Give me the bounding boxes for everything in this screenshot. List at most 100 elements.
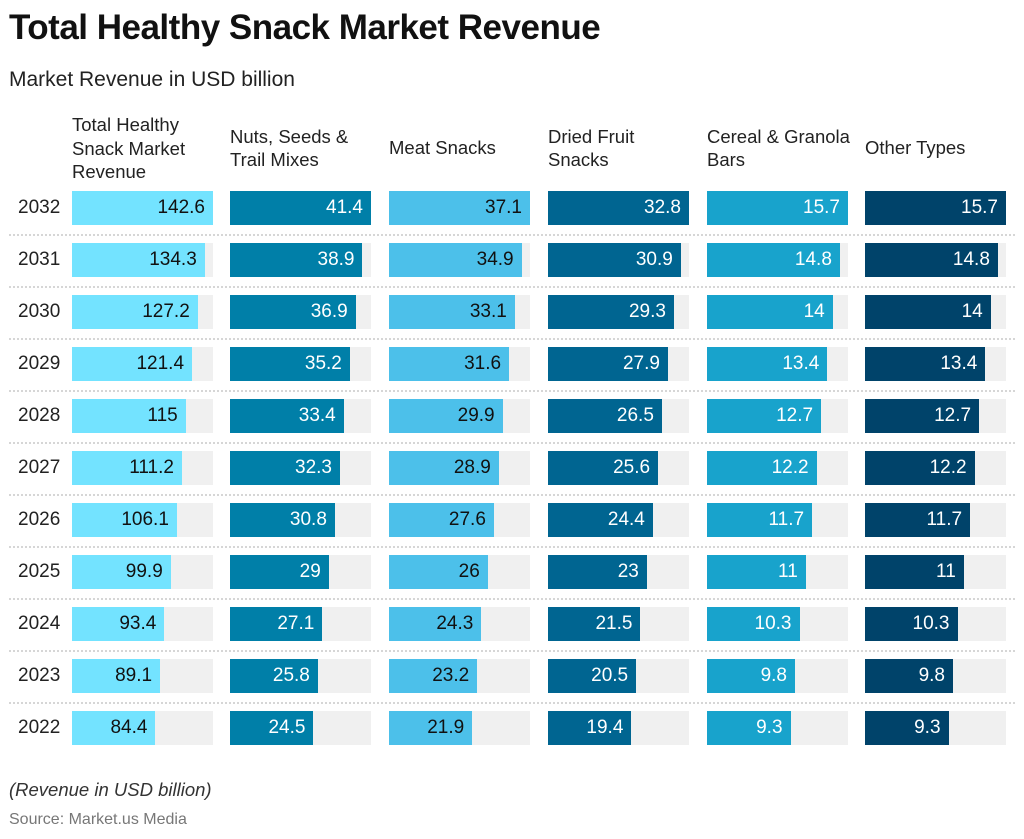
bar-value-label: 35.2 <box>304 353 342 374</box>
bar-value-label: 38.9 <box>317 249 355 270</box>
bar-track: 9.8 <box>865 659 1006 693</box>
bar-value-label: 27.9 <box>622 353 660 374</box>
bar: 24.3 <box>389 607 482 641</box>
bar: 24.5 <box>230 711 314 745</box>
bar-track: 24.3 <box>389 607 530 641</box>
bar-value-label: 36.9 <box>310 301 348 322</box>
year-label: 2031 <box>18 249 61 270</box>
bar-track: 14 <box>707 295 848 329</box>
bar-track: 21.9 <box>389 711 530 745</box>
year-label: 2025 <box>18 561 61 582</box>
bar: 12.7 <box>707 399 822 433</box>
bar: 26.5 <box>548 399 662 433</box>
bar: 93.4 <box>72 607 165 641</box>
bar: 11.7 <box>865 503 971 537</box>
bar-track: 30.8 <box>230 503 371 537</box>
bar-value-label: 14 <box>803 301 825 322</box>
bar: 127.2 <box>72 295 198 329</box>
bar-value-label: 89.1 <box>115 665 153 686</box>
row-divider <box>9 442 1015 444</box>
bar-track: 35.2 <box>230 347 371 381</box>
bar-value-label: 33.1 <box>469 301 507 322</box>
bar-value-label: 33.4 <box>298 405 336 426</box>
column-header: Other Types <box>865 137 966 159</box>
bar-value-label: 29 <box>299 561 321 582</box>
row-divider <box>9 598 1015 600</box>
bar: 27.6 <box>389 503 494 537</box>
bar: 89.1 <box>72 659 161 693</box>
bar-value-label: 30.9 <box>635 249 673 270</box>
bar-value-label: 115 <box>147 405 178 426</box>
bar: 28.9 <box>389 451 499 485</box>
row-divider <box>9 546 1015 548</box>
bar-track: 13.4 <box>865 347 1006 381</box>
bar-value-label: 84.4 <box>110 717 148 738</box>
bar-track: 23 <box>548 555 689 589</box>
bar-track: 33.1 <box>389 295 530 329</box>
bar: 25.6 <box>548 451 659 485</box>
year-label: 2027 <box>18 457 61 478</box>
bar-track: 20.5 <box>548 659 689 693</box>
bar: 37.1 <box>389 191 530 225</box>
bar-track: 33.4 <box>230 399 371 433</box>
year-label: 2028 <box>18 405 61 426</box>
source: Source: Market.us Media <box>9 811 187 828</box>
year-label: 2026 <box>18 509 61 530</box>
bar-value-label: 11.7 <box>926 509 963 530</box>
bar: 10.3 <box>865 607 958 641</box>
bar-track: 12.2 <box>865 451 1006 485</box>
bar-value-label: 142.6 <box>157 197 205 218</box>
bar: 25.8 <box>230 659 318 693</box>
bar-value-label: 12.7 <box>776 405 814 426</box>
bar-track: 9.3 <box>707 711 848 745</box>
bar-value-label: 99.9 <box>125 561 163 582</box>
bar: 99.9 <box>72 555 171 589</box>
bar: 115 <box>72 399 186 433</box>
bar-value-label: 127.2 <box>142 301 190 322</box>
bar-value-label: 12.7 <box>934 405 972 426</box>
bar: 31.6 <box>389 347 510 381</box>
row-divider <box>9 390 1015 392</box>
bar-value-label: 31.6 <box>464 353 502 374</box>
bar-value-label: 14.8 <box>794 249 832 270</box>
bar-track: 12.2 <box>707 451 848 485</box>
bar: 24.4 <box>548 503 653 537</box>
bar: 13.4 <box>707 347 828 381</box>
bar-value-label: 24.3 <box>436 613 474 634</box>
bar-track: 36.9 <box>230 295 371 329</box>
bar-track: 11.7 <box>865 503 1006 537</box>
bar: 21.5 <box>548 607 641 641</box>
column-header: Nuts, Seeds & Trail Mixes <box>230 125 349 171</box>
bar-value-label: 11.7 <box>768 509 805 530</box>
bar-value-label: 10.3 <box>912 613 950 634</box>
bar-track: 32.3 <box>230 451 371 485</box>
bar-value-label: 25.8 <box>272 665 310 686</box>
year-label: 2024 <box>18 613 61 634</box>
column-header: Dried Fruit Snacks <box>548 125 635 171</box>
column-header: Total Healthy Snack Market Revenue <box>72 114 186 182</box>
bar-value-label: 28.9 <box>453 457 491 478</box>
bar-track: 106.1 <box>72 503 213 537</box>
bar-track: 29 <box>230 555 371 589</box>
row-divider <box>9 234 1015 236</box>
bar-value-label: 14.8 <box>952 249 990 270</box>
table-row: 2027 111.2 32.3 28.9 25.6 12.2 12.2 <box>9 451 1015 503</box>
bar-value-label: 9.8 <box>918 665 945 686</box>
bar: 10.3 <box>707 607 800 641</box>
bar-value-label: 12.2 <box>929 457 967 478</box>
bar: 23 <box>548 555 647 589</box>
bar: 111.2 <box>72 451 182 485</box>
bar-value-label: 26.5 <box>616 405 654 426</box>
bar-value-label: 106.1 <box>121 509 169 530</box>
bar-track: 134.3 <box>72 243 213 277</box>
bar: 19.4 <box>548 711 632 745</box>
chart-title: Total Healthy Snack Market Revenue <box>9 8 601 47</box>
bar: 32.8 <box>548 191 689 225</box>
bar-track: 38.9 <box>230 243 371 277</box>
footnote: (Revenue in USD billion) <box>9 779 212 800</box>
bar: 32.3 <box>230 451 340 485</box>
row-divider <box>9 494 1015 496</box>
bar: 29 <box>230 555 329 589</box>
bar-value-label: 27.1 <box>277 613 315 634</box>
bar-track: 13.4 <box>707 347 848 381</box>
